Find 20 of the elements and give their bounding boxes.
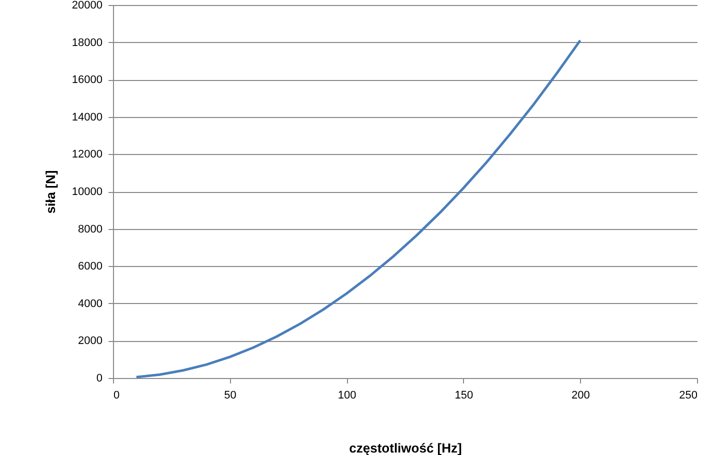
x-tick-label: 0 (114, 390, 120, 402)
x-tick-label: 200 (572, 390, 590, 402)
y-tick-label: 2000 (78, 335, 102, 348)
y-tick-label: 18000 (72, 36, 102, 49)
y-tick-label: 14000 (72, 111, 102, 124)
y-tick-label: 0 (96, 372, 102, 384)
y-tick-label: 6000 (78, 260, 102, 273)
x-axis-title: częstotliwość [Hz] (349, 440, 462, 455)
y-tick-label: 10000 (72, 186, 102, 198)
y-tick-label: 8000 (78, 223, 102, 236)
x-tick-label: 50 (224, 390, 236, 402)
x-tick-label: 150 (454, 390, 474, 402)
line-series (135, 39, 582, 378)
y-tick-label: 12000 (72, 148, 102, 161)
y-tick-label: 20000 (72, 0, 102, 12)
x-tick-label: 100 (338, 390, 356, 402)
y-tick-label: 16000 (72, 74, 102, 86)
y-tick-label: 4000 (78, 298, 102, 310)
x-tick-label: 250 (679, 390, 698, 402)
y-axis-title: siła [N] (42, 170, 58, 214)
